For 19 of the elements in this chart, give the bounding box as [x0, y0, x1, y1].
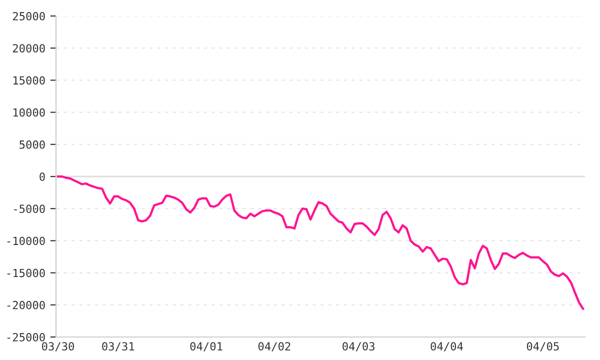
x-tick-label: 04/02 [258, 342, 290, 352]
x-tick-label: 04/01 [190, 342, 222, 352]
line-series [56, 175, 584, 310]
x-tick-label: 04/05 [526, 342, 559, 352]
x-tick-label: 04/03 [342, 342, 374, 352]
x-tick-label: 04/04 [430, 342, 463, 352]
y-tick-label: 15000 [13, 76, 45, 85]
y-tick-label: 0 [40, 172, 45, 181]
x-tick-label: 03/30 [42, 342, 74, 352]
y-tick-label: -25000 [7, 333, 45, 342]
y-tick-label: 5000 [20, 140, 45, 149]
y-tick-label: 10000 [13, 108, 45, 117]
y-tick-label: 25000 [12, 12, 45, 20]
y-tick-label: -15000 [7, 268, 45, 278]
y-tick-label: 20000 [12, 44, 45, 53]
x-tick-label: 03/31 [102, 342, 134, 352]
y-tick-label: -5000 [14, 204, 45, 214]
y-tick-label: -20000 [7, 300, 45, 310]
y-tick-label: -10000 [7, 236, 45, 246]
